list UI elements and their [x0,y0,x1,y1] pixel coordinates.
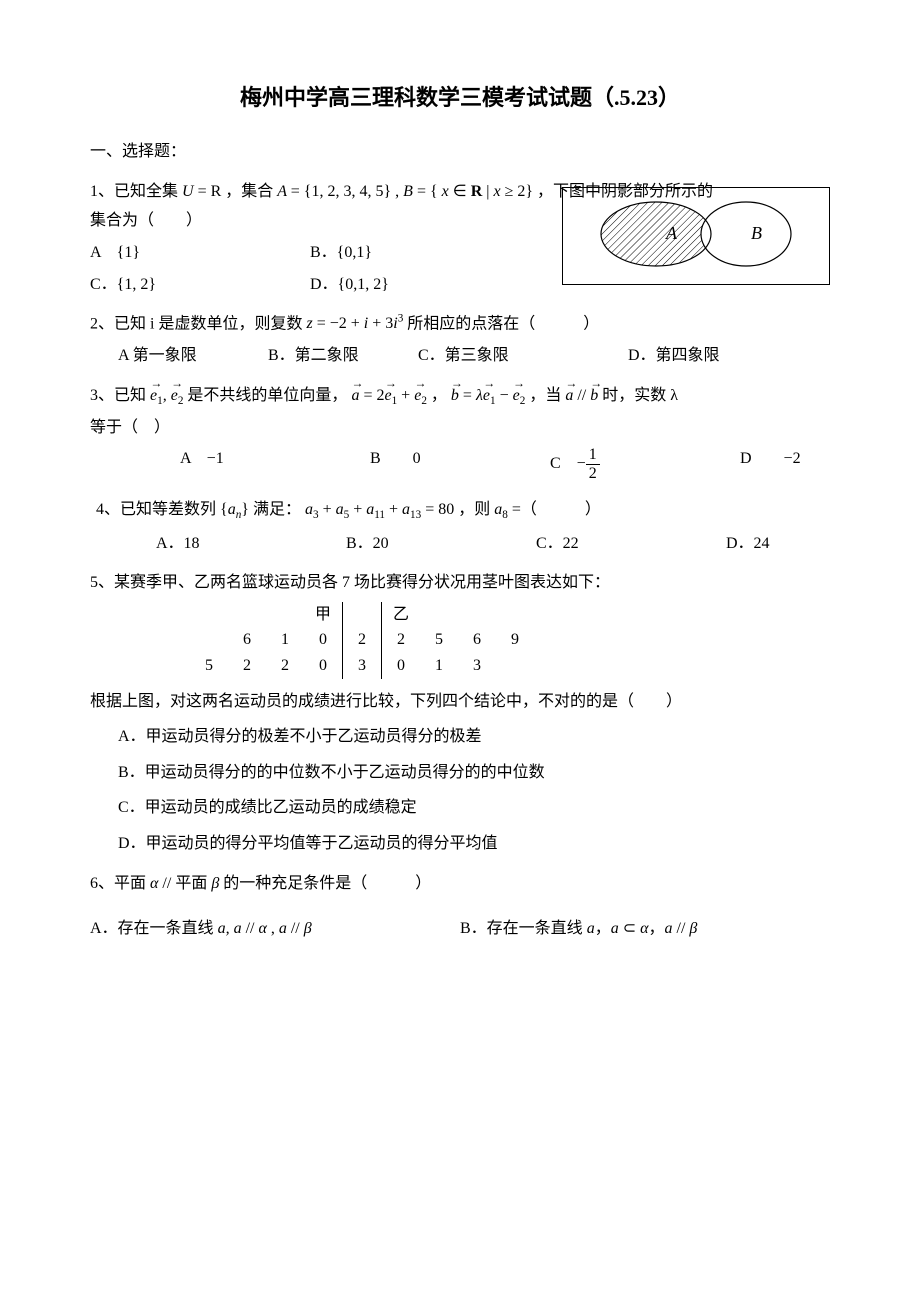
q4-text-4: =（ ） [512,501,601,518]
venn-svg: A B [571,194,821,274]
question-2: 2、已知 i 是虚数单位，则复数 z = −2 + i + 3i3 所相应的点落… [90,311,830,369]
q5-opt-b: B．甲运动员得分的的中位数不小于乙运动员得分的的中位数 [118,760,830,786]
q2-text-1: 2、已知 i 是虚数单位，则复数 [90,315,302,332]
q5-opt-a: A．甲运动员得分的极差不小于乙运动员得分的极差 [118,724,830,750]
q2-z: z = −2 + i + 3i3 [306,315,403,332]
q1-text-1: 1、已知全集 [90,183,178,200]
q5-line2: 根据上图，对这两名运动员的成绩进行比较，下列四个结论中，不对的的是（ ） [90,689,830,715]
section-heading: 一、选择题： [90,139,830,165]
q6-opt-a: A．存在一条直线 a, a // α , a // β [90,916,460,942]
q4-opt-a: A．18 [156,531,346,557]
q1-text-2: ，集合 [225,183,273,200]
q4-text-2: } 满足： [241,501,301,518]
q4-opt-d: D．24 [726,531,846,557]
q5-stem: 5、某赛季甲、乙两名篮球运动员各 7 场比赛得分状况用茎叶图表达如下： [90,570,830,596]
q6-stem: 6、平面 α // 平面 β 的一种充足条件是（ ） [90,875,431,892]
q4-text-3: ，则 [458,501,490,518]
q2-opt-a: A 第一象限 [118,343,268,369]
q1-opt-c: C．{1, 2} [90,272,310,298]
q2-opt-b: B．第二象限 [268,343,418,369]
q3-opt-c: C −12 [550,446,740,482]
q4-opt-b: B．20 [346,531,536,557]
q1-u: U = R [182,183,221,200]
q3-text-1: 3、已知 [90,387,146,404]
q3-text-3: ，当 [529,387,561,404]
q4-eq: a3 + a5 + a11 + a13 = 80 [305,501,454,518]
q2-text-2: 所相应的点落在（ ） [407,315,599,332]
question-1: A B 1、已知全集 U = R ，集合 A = {1, 2, 3, 4, 5}… [90,179,830,297]
q6-opt-b: B．存在一条直线 a，a ⊂ α，a // β [460,916,697,942]
q1-opt-d: D．{0,1, 2} [310,272,510,298]
venn-label-b: B [751,223,762,243]
q5-opt-c: C．甲运动员的成绩比乙运动员的成绩稳定 [118,795,830,821]
q3-opt-d: D −2 [740,446,860,482]
q2-opt-d: D．第四象限 [628,343,778,369]
exam-title: 梅州中学高三理科数学三模考试试题（.5.23） [90,80,830,115]
q1-opt-a: A {1} [90,240,310,266]
q3-text-2: 是不共线的单位向量， [187,387,347,404]
q2-opt-c: C．第三象限 [418,343,628,369]
q4-text-1: 4、已知等差数列 { [96,501,228,518]
venn-label-a: A [665,223,678,243]
question-5: 5、某赛季甲、乙两名篮球运动员各 7 场比赛得分状况用茎叶图表达如下： 甲 乙 … [90,570,830,856]
q1-opt-b: B．{0,1} [310,240,510,266]
q4-opt-c: C．22 [536,531,726,557]
q3-text-5: 等于（ ） [90,415,830,441]
q1-sets: A = {1, 2, 3, 4, 5} , B = { x ∈ R | x ≥ … [277,183,533,200]
question-6: 6、平面 α // 平面 β 的一种充足条件是（ ） A．存在一条直线 a, a… [90,871,830,942]
q3-opt-a: A −1 [180,446,370,482]
stem-leaf-plot: 甲 乙 610 2 2569 5220 3 013 [190,602,830,679]
venn-diagram: A B [562,187,830,286]
q5-opt-d: D．甲运动员的得分平均值等于乙运动员的得分平均值 [118,831,830,857]
q3-text-4: 时，实数 λ [602,387,678,404]
q3-opt-b: B 0 [370,446,550,482]
question-3: 3、已知 e1, e2 是不共线的单位向量， a = 2e1 + e2 ， b … [90,383,830,483]
question-4: 4、已知等差数列 {an} 满足： a3 + a5 + a11 + a13 = … [96,497,830,557]
